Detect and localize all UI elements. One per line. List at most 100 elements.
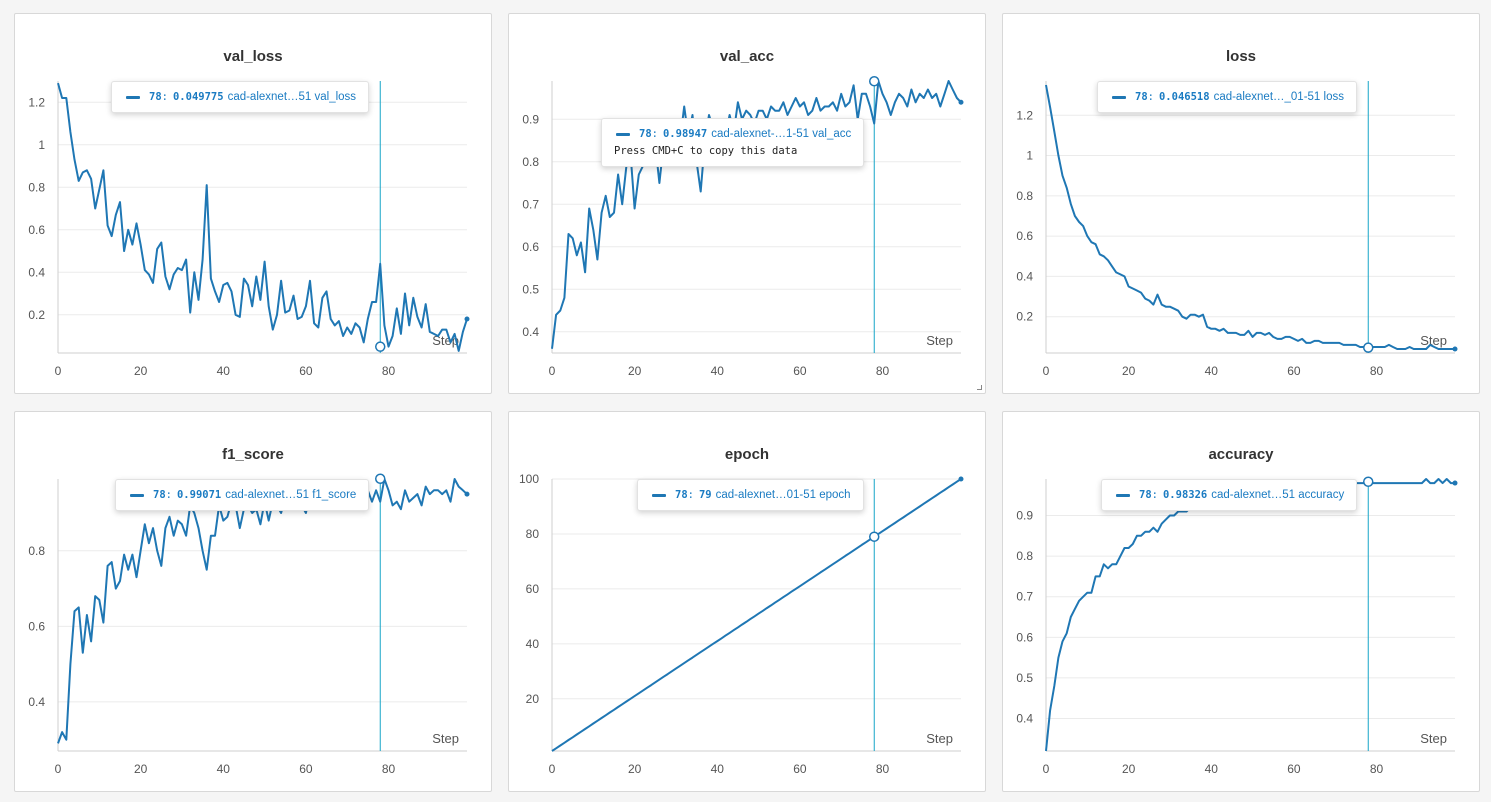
- tooltip-value: 0.046518: [1158, 91, 1210, 103]
- x-tick-label: 20: [1122, 364, 1136, 378]
- tooltip-step: 78: [153, 489, 166, 501]
- x-tick-label: 80: [382, 762, 396, 776]
- x-tick-label: 60: [793, 364, 807, 378]
- tooltip-step: 78: [675, 489, 688, 501]
- x-tick-label: 40: [711, 364, 725, 378]
- x-tick-label: 0: [549, 762, 556, 776]
- y-tick-label: 0.4: [28, 695, 45, 709]
- y-tick-label: 1.2: [28, 95, 45, 109]
- y-tick-label: 0.7: [522, 197, 539, 211]
- hover-tooltip: 78 : 0.049775 cad-alexnet…51 val_loss: [111, 81, 370, 113]
- x-tick-label: 0: [549, 364, 556, 378]
- x-tick-label: 60: [1287, 364, 1301, 378]
- panel-f1-score[interactable]: 0.8 0.6 0.4 0 20 40 60 80 Step f1_score 78 : 0.9…: [14, 411, 492, 792]
- x-tick-label: 0: [55, 762, 62, 776]
- series-swatch: [126, 95, 140, 99]
- x-tick-label: 40: [217, 762, 231, 776]
- series-line: [551, 478, 962, 752]
- tooltip-run: cad-alexnet…51 accuracy: [1211, 489, 1345, 501]
- y-tick-label: 0.6: [1016, 630, 1033, 644]
- chart-svg[interactable]: 0.8 0.6 0.4 0 20 40 60 80 Step: [15, 412, 493, 793]
- x-tick-label: 40: [1205, 364, 1219, 378]
- hover-point: [868, 531, 880, 542]
- x-tick-label: 80: [1370, 762, 1384, 776]
- tooltip-step: 78: [149, 91, 162, 103]
- y-tick-label: 40: [526, 637, 540, 651]
- panel-val-acc[interactable]: 0.9 0.8 0.7 0.6 0.5 0.4 0 20 40 60 80 Step val_acc …: [508, 13, 986, 394]
- series-end-point: [1452, 346, 1458, 352]
- x-axis-label: Step: [1420, 333, 1447, 348]
- x-tick-label: 60: [299, 762, 313, 776]
- y-tick-label: 0.8: [1016, 549, 1033, 563]
- hover-tooltip: 78 : 0.046518 cad-alexnet…_01-51 loss: [1097, 81, 1357, 113]
- x-tick-label: 60: [299, 364, 313, 378]
- panel-loss[interactable]: 1.2 1 0.8 0.6 0.4 0.2 0 20 40 60 80 Step loss 78 : …: [1002, 13, 1480, 394]
- hover-tooltip: 78 : 0.99071 cad-alexnet…51 f1_score: [115, 479, 370, 511]
- hover-point: [374, 473, 386, 484]
- x-tick-label: 40: [711, 762, 725, 776]
- hover-point: [1362, 342, 1374, 353]
- x-tick-label: 20: [1122, 762, 1136, 776]
- x-axis-label: Step: [432, 731, 459, 746]
- x-tick-label: 60: [793, 762, 807, 776]
- panel-title: epoch: [724, 446, 770, 463]
- chart-svg[interactable]: 0.9 0.8 0.7 0.6 0.5 0.4 0 20 40 60 80 Step: [1003, 412, 1481, 793]
- tooltip-value: 0.98326: [1162, 489, 1208, 501]
- x-tick-label: 0: [1043, 364, 1050, 378]
- tooltip-value: 0.98947: [662, 128, 708, 140]
- hover-tooltip: 78 : 0.98947 cad-alexnet-…1-51 val_acc P…: [601, 118, 865, 167]
- y-tick-label: 0.8: [1016, 189, 1033, 203]
- y-tick-label: 0.7: [1016, 590, 1033, 604]
- x-tick-label: 40: [1205, 762, 1219, 776]
- x-axis-label: Step: [1420, 731, 1447, 746]
- y-tick-label: 1.2: [1016, 108, 1033, 122]
- x-tick-label: 20: [628, 762, 642, 776]
- tooltip-step: 78: [1139, 489, 1152, 501]
- x-tick-label: 20: [134, 364, 148, 378]
- resize-handle[interactable]: [977, 385, 982, 390]
- x-tick-label: 80: [1370, 364, 1384, 378]
- y-tick-label: 20: [526, 692, 540, 706]
- tooltip-value: 79: [698, 489, 712, 501]
- y-tick-label: 0.8: [28, 180, 45, 194]
- tooltip-value: 0.049775: [172, 91, 224, 103]
- x-tick-label: 0: [1043, 762, 1050, 776]
- series-swatch: [616, 132, 630, 136]
- y-tick-label: 0.2: [28, 308, 45, 322]
- panel-title: val_loss: [223, 48, 283, 65]
- series-line: [1045, 478, 1455, 752]
- series-swatch: [652, 493, 666, 497]
- tooltip-run: cad-alexnet-…1-51 val_acc: [711, 128, 852, 140]
- x-tick-label: 0: [55, 364, 62, 378]
- tooltip-step: 78: [639, 128, 652, 140]
- x-tick-label: 60: [1287, 762, 1301, 776]
- y-tick-label: 80: [526, 527, 540, 541]
- panel-epoch[interactable]: 100 80 60 40 20 0 20 40 60 80 Step epoch 78 : 79 c…: [508, 411, 986, 792]
- chart-svg[interactable]: 100 80 60 40 20 0 20 40 60 80 Step: [509, 412, 987, 793]
- x-tick-label: 80: [876, 364, 890, 378]
- series-end-point: [464, 491, 470, 497]
- series-end-point: [958, 99, 964, 105]
- x-axis-label: Step: [926, 731, 953, 746]
- series-line: [57, 478, 468, 744]
- tooltip-run: cad-alexnet…51 val_loss: [227, 91, 357, 103]
- panel-accuracy[interactable]: 0.9 0.8 0.7 0.6 0.5 0.4 0 20 40 60 80 Step accuracy…: [1002, 411, 1480, 792]
- y-tick-label: 0.6: [1016, 229, 1033, 243]
- y-tick-label: 0.8: [28, 544, 45, 558]
- x-tick-label: 40: [217, 364, 231, 378]
- y-tick-label: 0.4: [522, 325, 539, 339]
- series-line: [1045, 84, 1455, 350]
- copy-hint: Press CMD+C to copy this data: [614, 145, 798, 157]
- panel-val-loss[interactable]: 1.2 1 0.8 0.6 0.4 0.2 0 20 40 60 80 Step val_loss 7…: [14, 13, 492, 394]
- y-tick-label: 0.2: [1016, 310, 1033, 324]
- panel-title: val_acc: [719, 48, 775, 65]
- y-tick-label: 0.4: [1016, 269, 1033, 283]
- tooltip-run: cad-alexnet…51 f1_score: [225, 489, 357, 501]
- tooltip-run: cad-alexnet…01-51 epoch: [715, 489, 851, 501]
- x-tick-label: 80: [876, 762, 890, 776]
- chart-svg[interactable]: 0.9 0.8 0.7 0.6 0.5 0.4 0 20 40 60 80 Step: [509, 14, 987, 395]
- series-line: [551, 80, 962, 349]
